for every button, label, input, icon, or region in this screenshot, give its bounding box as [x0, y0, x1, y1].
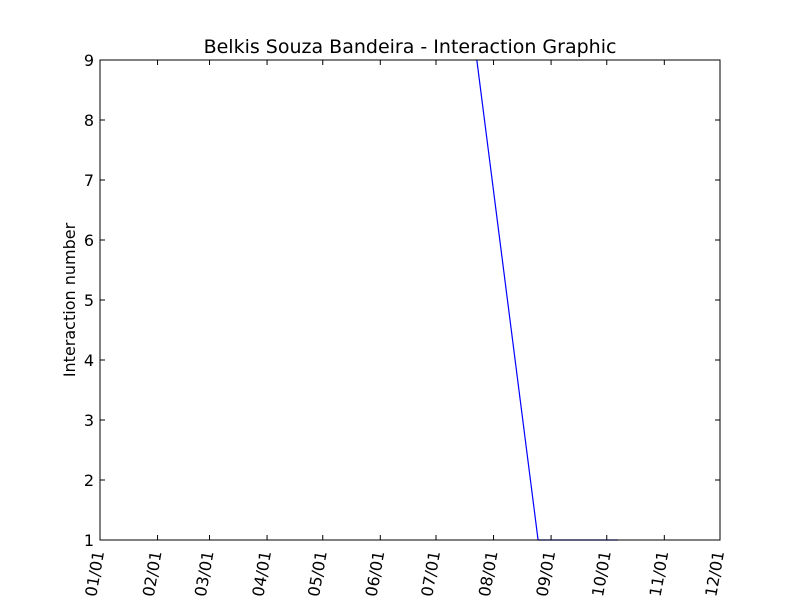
plot-area [476, 59, 618, 541]
y-tick-label: 5 [84, 291, 94, 310]
x-tick-label: 02/01 [139, 549, 166, 598]
x-tick-label: 01/01 [81, 549, 108, 598]
x-tick-label: 04/01 [248, 549, 275, 598]
y-axis: 1 2 3 4 5 6 7 8 9 [84, 51, 720, 550]
x-tick-label: 03/01 [191, 549, 218, 598]
x-tick-label: 10/01 [588, 549, 615, 598]
chart-title: Belkis Souza Bandeira - Interaction Grap… [204, 36, 617, 58]
x-axis: 01/01 02/01 03/01 04/01 05/01 06/01 07/01 08/01… [81, 60, 728, 598]
y-tick-label: 6 [84, 231, 94, 250]
x-tick-label: 09/01 [532, 549, 559, 598]
y-tick-label: 1 [84, 531, 94, 550]
axes-frame [99, 59, 721, 541]
x-tick-label: 07/01 [417, 549, 444, 598]
y-tick-label: 7 [84, 171, 94, 190]
y-tick-label: 4 [84, 351, 94, 370]
y-tick-label: 3 [84, 411, 94, 430]
y-axis-label: Interaction number [60, 222, 79, 377]
y-tick-label: 8 [84, 111, 94, 130]
x-tick-label: 08/01 [475, 549, 502, 598]
series-line-segment [476, 59, 539, 541]
x-tick-label: 06/01 [362, 549, 389, 598]
y-tick-label: 2 [84, 471, 94, 490]
x-tick-label: 05/01 [304, 549, 331, 598]
y-tick-label: 9 [84, 51, 94, 70]
x-tick-label: 12/01 [701, 549, 728, 598]
x-tick-label: 11/01 [646, 549, 673, 598]
